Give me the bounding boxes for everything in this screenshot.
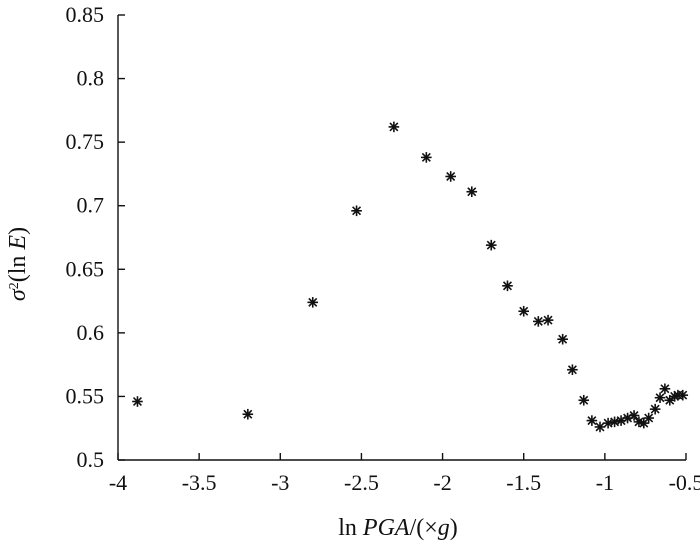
data-point <box>533 316 544 327</box>
x-tick-label: -1 <box>596 470 614 495</box>
y-axis-title: σ2(ln E) <box>5 227 31 301</box>
y-tick-label: 0.55 <box>66 383 105 408</box>
x-tick-label: -2 <box>433 470 451 495</box>
x-tick-label: -3.5 <box>182 470 217 495</box>
data-point <box>542 314 554 326</box>
data-point <box>677 389 689 401</box>
axes <box>117 15 686 461</box>
data-points <box>132 121 689 433</box>
data-point <box>659 383 671 395</box>
tick-labels: -4 -3.5 -3 -2.5 -2 -1.5 -1 -0.5 0.5 0.55 0.6 0.65 0.… <box>66 2 700 495</box>
data-point <box>466 186 478 198</box>
ticks <box>117 14 687 461</box>
data-point <box>578 394 590 406</box>
data-point <box>586 415 598 426</box>
x-tick-label: -3 <box>271 470 289 495</box>
y-tick-label: 0.8 <box>77 66 105 91</box>
data-point <box>557 333 568 345</box>
y-tick-label: 0.7 <box>77 193 105 218</box>
data-point <box>567 364 578 376</box>
data-point <box>421 152 432 163</box>
data-point <box>388 121 400 133</box>
x-tick-label: -2.5 <box>344 470 379 495</box>
data-point <box>638 417 650 429</box>
data-point <box>594 421 606 433</box>
y-tick-label: 0.85 <box>66 2 105 27</box>
y-tick-label: 0.5 <box>77 447 105 472</box>
data-point <box>132 396 143 407</box>
data-point <box>643 412 654 424</box>
data-point <box>242 408 254 420</box>
x-tick-label: -4 <box>109 470 127 495</box>
x-axis-title: ln PGA/(×g) <box>338 515 458 541</box>
y-tick-label: 0.75 <box>66 129 105 154</box>
data-point <box>307 297 319 308</box>
data-point <box>445 171 456 182</box>
data-point <box>628 410 640 421</box>
data-point <box>502 280 513 292</box>
y-tick-label: 0.6 <box>77 320 105 345</box>
data-point <box>351 205 362 217</box>
data-point <box>649 403 661 415</box>
x-tick-label: -1.5 <box>506 470 541 495</box>
data-point <box>654 392 666 404</box>
x-tick-label: -0.5 <box>669 470 700 495</box>
data-point <box>485 239 497 251</box>
y-tick-label: 0.65 <box>66 256 105 281</box>
data-point <box>518 305 530 317</box>
